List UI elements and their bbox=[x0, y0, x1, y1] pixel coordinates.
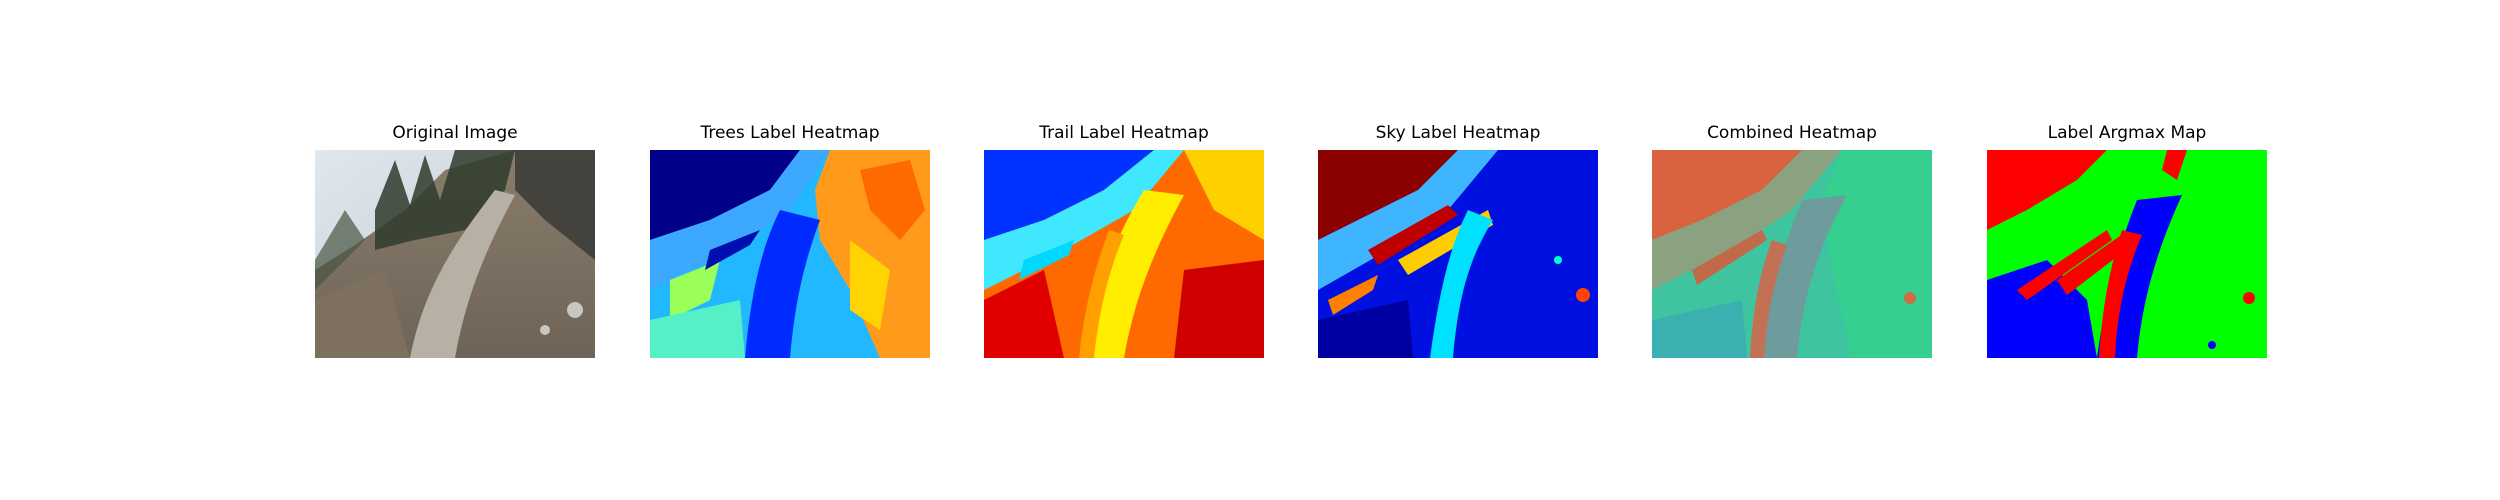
panel-title: Combined Heatmap bbox=[1707, 123, 1877, 143]
sky-heatmap-image bbox=[1318, 150, 1598, 358]
panel-title: Sky Label Heatmap bbox=[1375, 123, 1541, 143]
panel-title: Original Image bbox=[392, 123, 518, 143]
trail-heatmap-image bbox=[984, 150, 1264, 358]
argmax-map-image bbox=[1987, 150, 2267, 358]
panel-title: Trail Label Heatmap bbox=[1039, 123, 1209, 143]
trees-heatmap-image bbox=[650, 150, 930, 358]
combined-heatmap-image bbox=[1652, 150, 1932, 358]
panel-title: Trees Label Heatmap bbox=[700, 123, 880, 143]
panel-title: Label Argmax Map bbox=[2047, 123, 2207, 143]
original-image bbox=[315, 150, 595, 358]
